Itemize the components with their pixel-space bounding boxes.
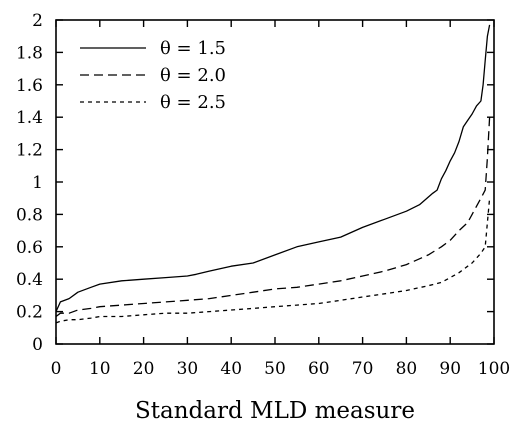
series-line-3 — [55, 198, 491, 324]
x-tick-label: 70 — [352, 359, 374, 379]
x-tick-label: 50 — [264, 359, 286, 379]
y-tick-label: 0.6 — [16, 238, 43, 258]
series-line-1 — [55, 24, 491, 312]
y-tick-label: 0.4 — [16, 270, 43, 290]
x-tick-label: 60 — [308, 359, 330, 379]
x-tick-label: 80 — [396, 359, 418, 379]
x-tick-label: 90 — [439, 359, 461, 379]
x-tick-label: 20 — [133, 359, 155, 379]
x-tick-label: 10 — [89, 359, 111, 379]
plot-frame — [55, 19, 495, 345]
series-group — [55, 24, 491, 324]
x-tick-label: 30 — [177, 359, 199, 379]
y-tick-label: 2 — [32, 11, 43, 31]
legend-label: θ = 1.5 — [160, 38, 226, 59]
y-tick-label: 1.6 — [16, 76, 43, 96]
legend: θ = 1.5 θ = 2.0 θ = 2.5 — [80, 38, 226, 113]
y-tick-label: 0.8 — [16, 205, 43, 225]
legend-label: θ = 2.0 — [160, 65, 226, 86]
y-tick-label: 0 — [32, 335, 43, 355]
y-tick-label: 1.4 — [16, 108, 43, 128]
y-tick-label: 1.2 — [16, 141, 43, 161]
axis-ticks: 0 10 20 30 40 50 60 70 80 90 100 0 0.2 0.4 0.6 0.8 1 1.2 1… — [16, 11, 510, 379]
x-axis-title: Standard MLD measure — [135, 398, 415, 424]
x-tick-label: 100 — [478, 359, 510, 379]
x-tick-label: 40 — [220, 359, 242, 379]
x-tick-label: 0 — [51, 359, 62, 379]
y-tick-label: 0.2 — [16, 303, 43, 323]
y-tick-label: 1.8 — [16, 43, 43, 63]
y-tick-label: 1 — [32, 173, 43, 193]
series-line-2 — [55, 117, 491, 318]
legend-label: θ = 2.5 — [160, 92, 226, 113]
